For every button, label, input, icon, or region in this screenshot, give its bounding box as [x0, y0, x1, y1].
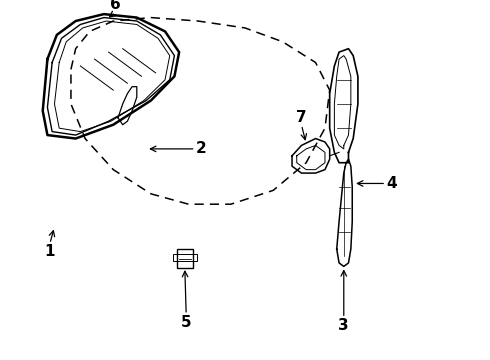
- Text: 2: 2: [196, 141, 206, 156]
- Text: 6: 6: [110, 0, 121, 12]
- Text: 1: 1: [45, 244, 55, 259]
- Bar: [173, 254, 197, 261]
- Bar: [177, 249, 193, 268]
- Text: 5: 5: [181, 315, 192, 330]
- Text: 3: 3: [339, 318, 349, 333]
- Text: 7: 7: [296, 110, 307, 125]
- Text: 4: 4: [386, 176, 397, 191]
